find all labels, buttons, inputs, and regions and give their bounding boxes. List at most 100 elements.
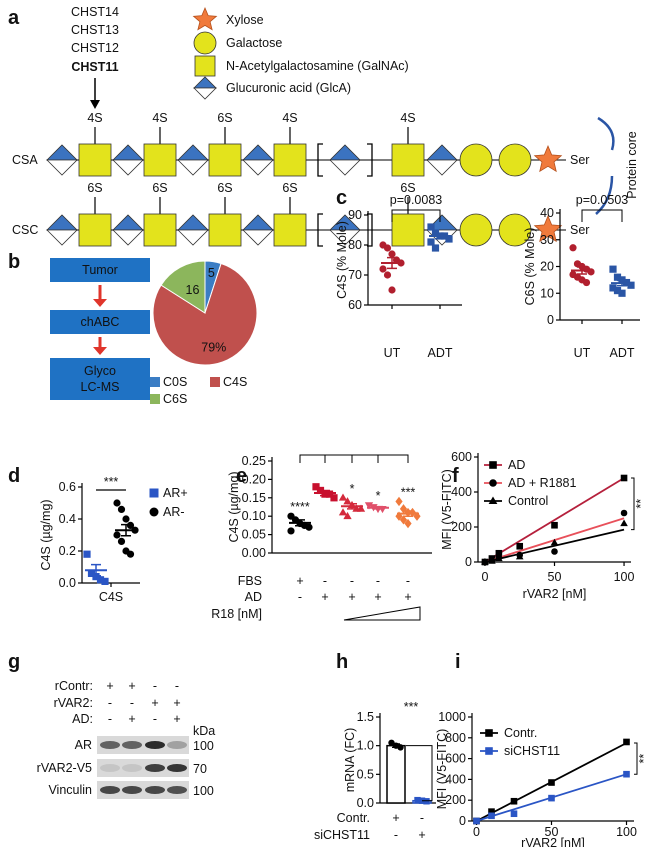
data-point [620, 509, 628, 517]
legend-label: siCHST11 [504, 744, 560, 758]
data-point [569, 244, 577, 252]
y-tick-label: 400 [445, 772, 466, 786]
legend-label: AR- [163, 505, 185, 519]
condition-sign: + [348, 590, 355, 604]
legend-swatch [150, 394, 160, 404]
data-point [364, 502, 374, 510]
y-axis-label: mRNA (FC) [343, 728, 357, 793]
chain-name: CSC [12, 223, 38, 237]
x-tick-label: 0 [473, 825, 480, 839]
workflow-step: LC-MS [81, 380, 120, 394]
glca-icon-bottom [329, 229, 361, 246]
glca-icon-top [112, 144, 144, 161]
blot-band [167, 741, 187, 749]
x-tick-label: 100 [614, 570, 635, 584]
panel-label: f [452, 465, 459, 487]
data-point [548, 779, 555, 786]
condition-sign: + [296, 574, 303, 588]
workflow-arrow-head [93, 347, 107, 355]
condition-label: Contr. [337, 811, 370, 825]
blot-band [122, 786, 142, 794]
error-bar [577, 266, 587, 275]
galnac-icon [208, 213, 242, 247]
sulfation-label: 6S [87, 181, 102, 195]
galnac-icon [78, 213, 112, 247]
y-tick-label: 600 [451, 450, 472, 464]
data-point [495, 549, 503, 557]
blot-band [145, 764, 165, 772]
y-tick-label: 70 [348, 268, 362, 282]
significance-bracket [406, 745, 433, 802]
error-bar [435, 232, 445, 240]
blot-strip [97, 781, 189, 799]
x-tick-label: ADT [428, 346, 453, 360]
galactose-icon [459, 213, 493, 247]
data-point [338, 508, 348, 516]
blot-strip [97, 736, 189, 754]
panel-label: i [455, 651, 461, 673]
panel-label: a [8, 7, 20, 29]
data-point [117, 505, 126, 513]
data-point [126, 550, 135, 558]
y-tick-label: 0.0 [59, 576, 76, 590]
condition-sign: - [350, 574, 354, 588]
condition-sign: - [108, 696, 112, 710]
xylose-icon [533, 214, 563, 243]
data-point [623, 738, 630, 746]
sulfation-label: 6S [217, 181, 232, 195]
data-point [613, 273, 622, 281]
condition-sign: + [173, 712, 180, 726]
panel-label: g [8, 651, 20, 673]
significance-label: *** [401, 485, 416, 499]
condition-sign: + [321, 590, 328, 604]
protein-core-curve [595, 175, 614, 215]
blot-band [100, 741, 120, 749]
data-point [488, 812, 495, 820]
x-tick-label: ADT [610, 346, 635, 360]
data-point [388, 250, 396, 258]
y-tick-label: 1.5 [357, 710, 374, 724]
glca-icon-top [46, 144, 78, 161]
enzyme-label: CHST11 [71, 60, 118, 74]
condition-label: AD: [72, 712, 93, 726]
glca-icon-top [177, 144, 209, 161]
condition-sign: + [418, 828, 425, 842]
galactose-icon [193, 31, 217, 55]
legend-label: Control [508, 494, 548, 508]
annotation: ** [634, 499, 648, 509]
galnac-icon [208, 143, 242, 177]
data-point [330, 494, 338, 502]
glca-icon-top [329, 144, 361, 161]
glca-icon-bottom [242, 229, 274, 246]
data-point [623, 770, 630, 778]
galnac-icon [273, 143, 307, 177]
y-axis-label: C4S (µg/mg) [227, 471, 241, 542]
data-point [609, 284, 617, 292]
x-tick-label: C4S [99, 590, 123, 604]
galnac-icon [143, 213, 177, 247]
protein-label: Vinculin [48, 783, 92, 797]
blot-band [122, 741, 142, 749]
glca-icon-bottom [426, 159, 458, 176]
y-tick-label: 0.25 [242, 454, 266, 468]
glca-icon-top [242, 214, 274, 231]
panel-label: d [8, 465, 20, 487]
sulfation-label: 6S [152, 181, 167, 195]
workflow-arrow-head [93, 299, 107, 307]
x-axis-label: rVAR2 [nM] [523, 587, 587, 601]
workflow-step: Tumor [82, 263, 118, 277]
x-tick-label: 0 [481, 570, 488, 584]
value-label: 5 [208, 266, 215, 280]
condition-sign: + [151, 696, 158, 710]
error-bar [387, 256, 397, 270]
glca-icon-bottom [193, 87, 217, 100]
repeat-bracket [317, 143, 323, 177]
legend-label: AR+ [163, 486, 188, 500]
condition-sign: - [376, 574, 380, 588]
condition-label: R18 [nM] [211, 607, 262, 621]
y-tick-label: 10 [540, 286, 554, 300]
y-tick-label: 0 [459, 814, 466, 828]
y-axis-label: C4S (µg/mg) [39, 499, 53, 570]
data-point [312, 483, 320, 491]
